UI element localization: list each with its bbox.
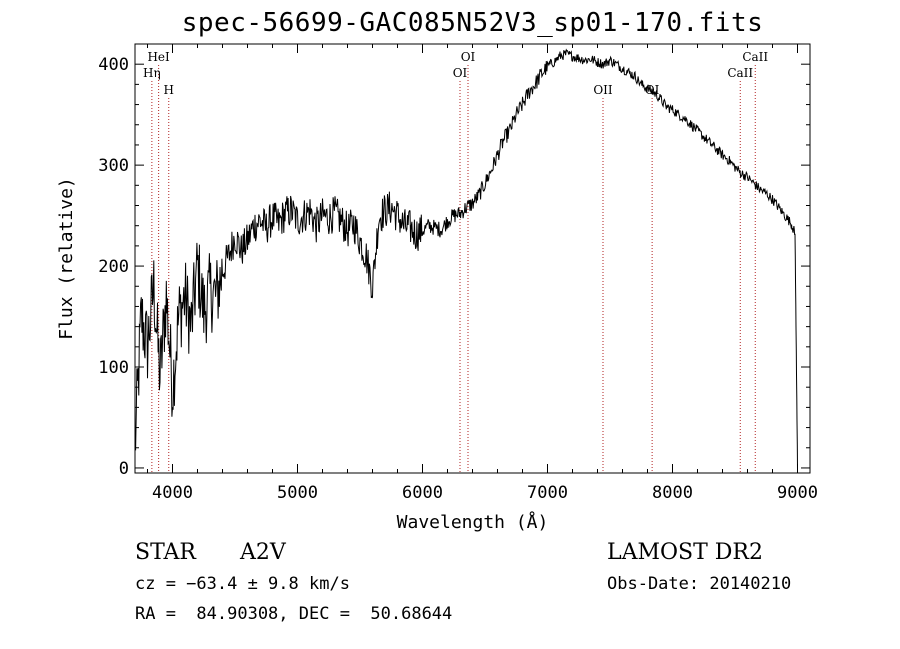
plot-frame <box>134 43 811 474</box>
x-tick-label: 7000 <box>527 483 568 503</box>
axis-ticks: 4000 5000 6000 7000 8000 9000 0 100 200 300 400 <box>98 44 818 503</box>
y-tick-label: 300 <box>98 156 129 176</box>
x-tick-label: 9000 <box>777 483 818 503</box>
marker-label: OII <box>593 83 613 97</box>
y-tick-label: 100 <box>98 358 129 378</box>
object-subclass: A2V <box>240 540 286 565</box>
chart-title: spec-56699-GAC085N52V3_sp01-170.fits <box>181 8 764 38</box>
marker-label: CaII <box>742 50 768 64</box>
marker-label: Hη <box>143 66 161 80</box>
x-tick-label: 4000 <box>152 483 193 503</box>
marker-label: OI <box>461 50 476 64</box>
marker-label: H <box>164 83 174 97</box>
spectrum-line <box>134 48 798 469</box>
marker-label: CaII <box>727 66 753 80</box>
coordinates: RA = 84.90308, DEC = 50.68644 <box>135 604 453 624</box>
marker-label: OI <box>453 66 468 80</box>
x-axis-label: Wavelength (Å) <box>397 511 549 533</box>
y-tick-label: 400 <box>98 55 129 75</box>
y-tick-label: 0 <box>119 459 129 479</box>
x-tick-label: 8000 <box>652 483 693 503</box>
x-tick-label: 5000 <box>277 483 318 503</box>
x-tick-label: 6000 <box>402 483 443 503</box>
redshift-cz: cz = −63.4 ± 9.8 km/s <box>135 574 350 594</box>
y-tick-label: 200 <box>98 257 129 277</box>
object-class: STAR <box>135 540 196 565</box>
y-axis-label: Flux (relative) <box>56 177 77 340</box>
survey-name: LAMOST DR2 <box>607 540 763 565</box>
observation-date: Obs-Date: 20140210 <box>607 574 792 594</box>
marker-label: HeI <box>147 50 170 64</box>
